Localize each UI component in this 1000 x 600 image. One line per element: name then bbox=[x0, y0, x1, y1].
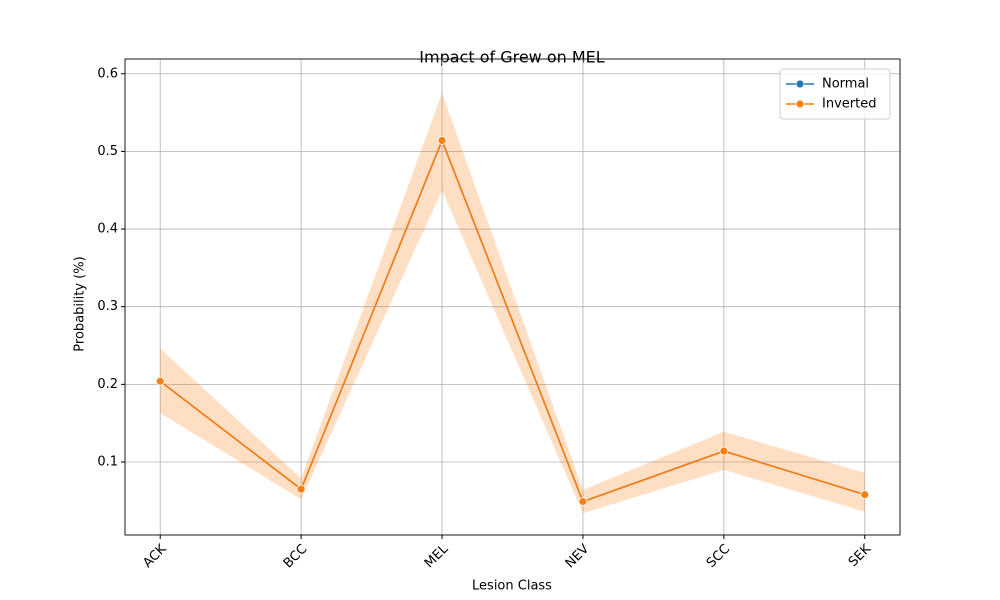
x-tick-label: MEL bbox=[422, 541, 452, 571]
point bbox=[296, 484, 306, 494]
x-tick-label: BCC bbox=[281, 542, 311, 572]
x-axis-label: Lesion Class bbox=[472, 579, 552, 594]
x-tick-label: ACK bbox=[140, 541, 170, 571]
legend-label: Inverted bbox=[822, 97, 876, 112]
y-tick-label: 0.1 bbox=[97, 455, 118, 470]
series-line bbox=[159, 138, 866, 503]
legend-box bbox=[779, 68, 891, 120]
y-tick-label: 0.4 bbox=[97, 222, 118, 237]
x-tick-label: SCC bbox=[704, 542, 733, 571]
point bbox=[578, 497, 588, 507]
y-axis-label: Probability (%) bbox=[73, 256, 88, 351]
legend-marker bbox=[795, 99, 805, 109]
point bbox=[860, 490, 870, 500]
chart-title: Impact of Grew on MEL bbox=[419, 48, 605, 67]
point bbox=[437, 136, 447, 145]
x-tick-label: SEK bbox=[846, 541, 875, 570]
y-tick-label: 0.2 bbox=[97, 377, 118, 392]
point bbox=[155, 376, 165, 386]
y-tick-label: 0.6 bbox=[97, 66, 118, 81]
legend-marker bbox=[795, 79, 805, 89]
legend-label: Normal bbox=[822, 77, 869, 92]
y-tick-label: 0.3 bbox=[97, 299, 118, 314]
y-tick-label: 0.5 bbox=[97, 144, 118, 159]
x-tick-label: NEV bbox=[563, 542, 593, 572]
plot-frame bbox=[124, 58, 901, 536]
point bbox=[719, 446, 729, 456]
confidence-band bbox=[160, 93, 865, 514]
